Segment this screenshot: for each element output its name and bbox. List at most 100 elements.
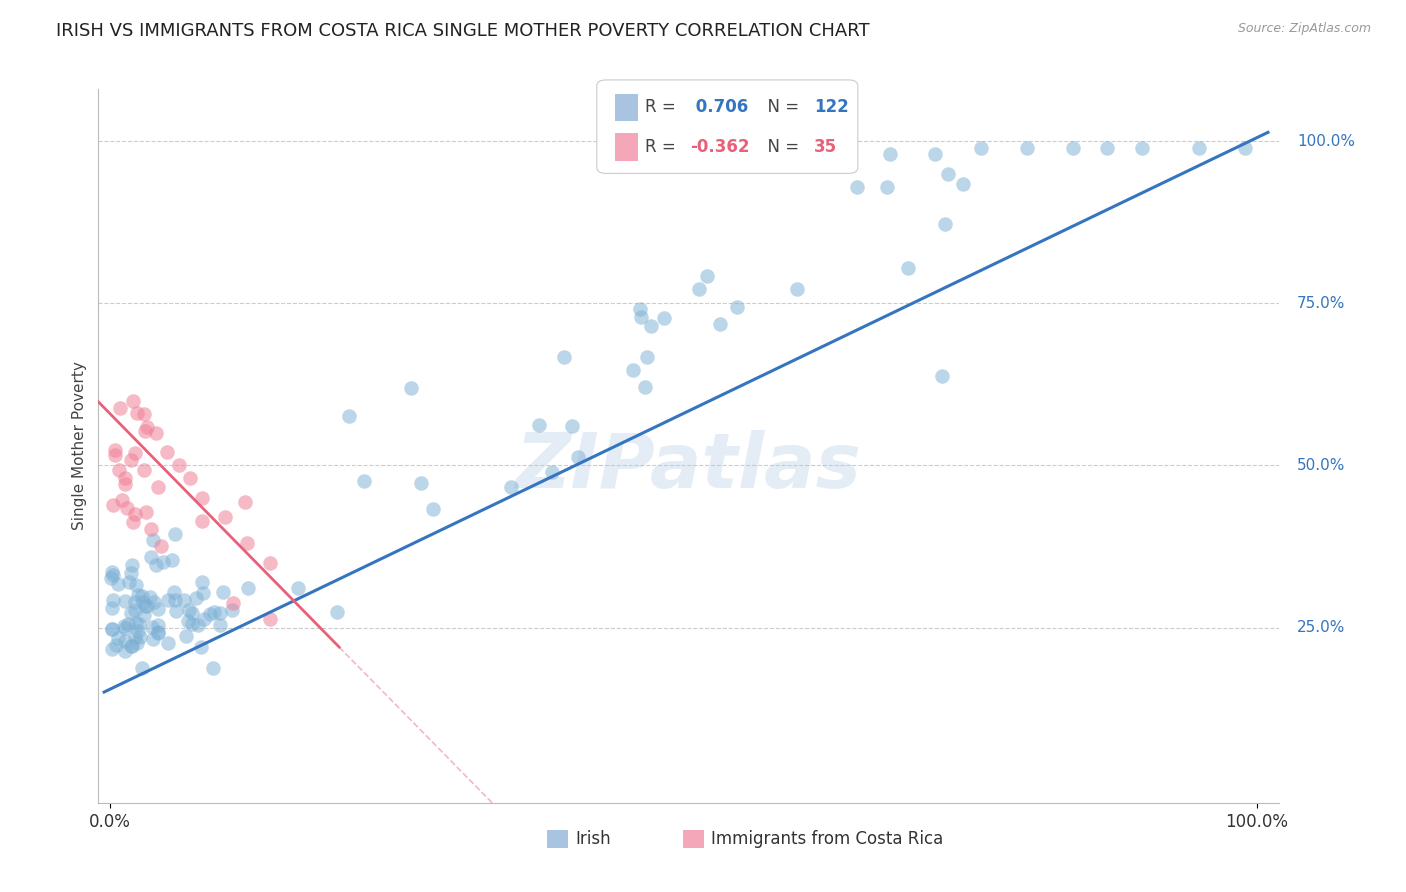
Point xyxy=(139,591,162,605)
Point xyxy=(107,577,129,591)
Point xyxy=(202,605,225,619)
Point xyxy=(173,592,195,607)
Point xyxy=(141,620,163,634)
Point xyxy=(146,618,169,632)
Point xyxy=(970,140,993,154)
Point xyxy=(100,571,122,585)
Point xyxy=(1062,140,1084,154)
Text: 100.0%: 100.0% xyxy=(1298,134,1355,149)
Point xyxy=(725,301,748,315)
Point xyxy=(399,381,422,395)
Point xyxy=(236,581,259,595)
Point xyxy=(202,660,225,674)
Point xyxy=(127,624,149,638)
Point xyxy=(1097,140,1119,154)
Point xyxy=(233,495,256,509)
Point xyxy=(124,446,146,460)
Point xyxy=(879,147,901,161)
Point xyxy=(135,505,157,519)
Point xyxy=(108,463,131,477)
Point xyxy=(1188,140,1211,154)
Point xyxy=(104,449,127,463)
Point xyxy=(104,638,127,652)
Point xyxy=(876,179,898,194)
Point xyxy=(121,393,143,408)
Point xyxy=(167,458,190,473)
Point xyxy=(897,261,920,276)
Point xyxy=(157,636,180,650)
Point xyxy=(103,498,125,512)
Point xyxy=(136,599,159,614)
Point xyxy=(125,406,148,420)
Point xyxy=(114,621,136,635)
Point xyxy=(132,607,155,622)
Text: 50.0%: 50.0% xyxy=(1298,458,1346,473)
Text: N =: N = xyxy=(758,98,804,117)
Point xyxy=(150,539,173,553)
Point xyxy=(628,301,651,316)
Point xyxy=(191,514,214,528)
Point xyxy=(127,636,149,650)
Point xyxy=(101,622,124,636)
Point xyxy=(211,585,233,599)
Point xyxy=(786,282,808,296)
Point xyxy=(145,425,167,440)
Point xyxy=(134,599,156,614)
Point xyxy=(208,606,231,620)
Point xyxy=(181,607,204,621)
Text: 25.0%: 25.0% xyxy=(1298,620,1346,635)
Text: R =: R = xyxy=(645,98,682,117)
Point xyxy=(186,618,208,632)
Point xyxy=(499,480,522,494)
Text: 35: 35 xyxy=(814,137,837,156)
Point xyxy=(101,593,124,607)
Point xyxy=(709,318,731,332)
Point xyxy=(100,565,122,579)
Point xyxy=(190,640,212,654)
Point xyxy=(799,147,821,161)
Point xyxy=(121,515,143,529)
Point xyxy=(115,500,138,515)
Point xyxy=(931,369,953,384)
Y-axis label: Single Mother Poverty: Single Mother Poverty xyxy=(72,361,87,531)
Point xyxy=(541,465,564,479)
Point xyxy=(139,549,162,564)
Point xyxy=(353,475,375,489)
Point xyxy=(134,424,156,438)
Point xyxy=(630,310,652,324)
Point xyxy=(821,153,844,168)
Point xyxy=(952,177,974,191)
Point xyxy=(128,630,150,644)
Point xyxy=(259,612,281,626)
Point xyxy=(163,584,186,599)
Point xyxy=(193,612,215,626)
Point xyxy=(108,401,131,415)
Point xyxy=(134,407,156,421)
Point xyxy=(120,453,142,467)
Point xyxy=(104,443,127,458)
Point xyxy=(326,605,349,619)
Point xyxy=(567,450,589,464)
Bar xyxy=(547,830,568,848)
Point xyxy=(553,351,575,365)
Point xyxy=(128,617,150,632)
Point xyxy=(640,318,662,333)
Point xyxy=(190,491,212,505)
Point xyxy=(121,558,143,572)
Point xyxy=(165,604,187,618)
Point xyxy=(636,350,658,364)
Point xyxy=(100,601,122,615)
Point xyxy=(114,633,136,648)
Point xyxy=(221,603,243,617)
Point xyxy=(146,480,169,494)
Point xyxy=(146,624,169,639)
Point xyxy=(174,629,197,643)
Point xyxy=(688,282,710,296)
Point xyxy=(157,593,180,607)
Text: N =: N = xyxy=(758,137,804,156)
Point xyxy=(652,310,675,325)
Point xyxy=(114,471,136,485)
Bar xyxy=(683,830,704,848)
Point xyxy=(1017,140,1039,154)
Point xyxy=(422,502,444,516)
